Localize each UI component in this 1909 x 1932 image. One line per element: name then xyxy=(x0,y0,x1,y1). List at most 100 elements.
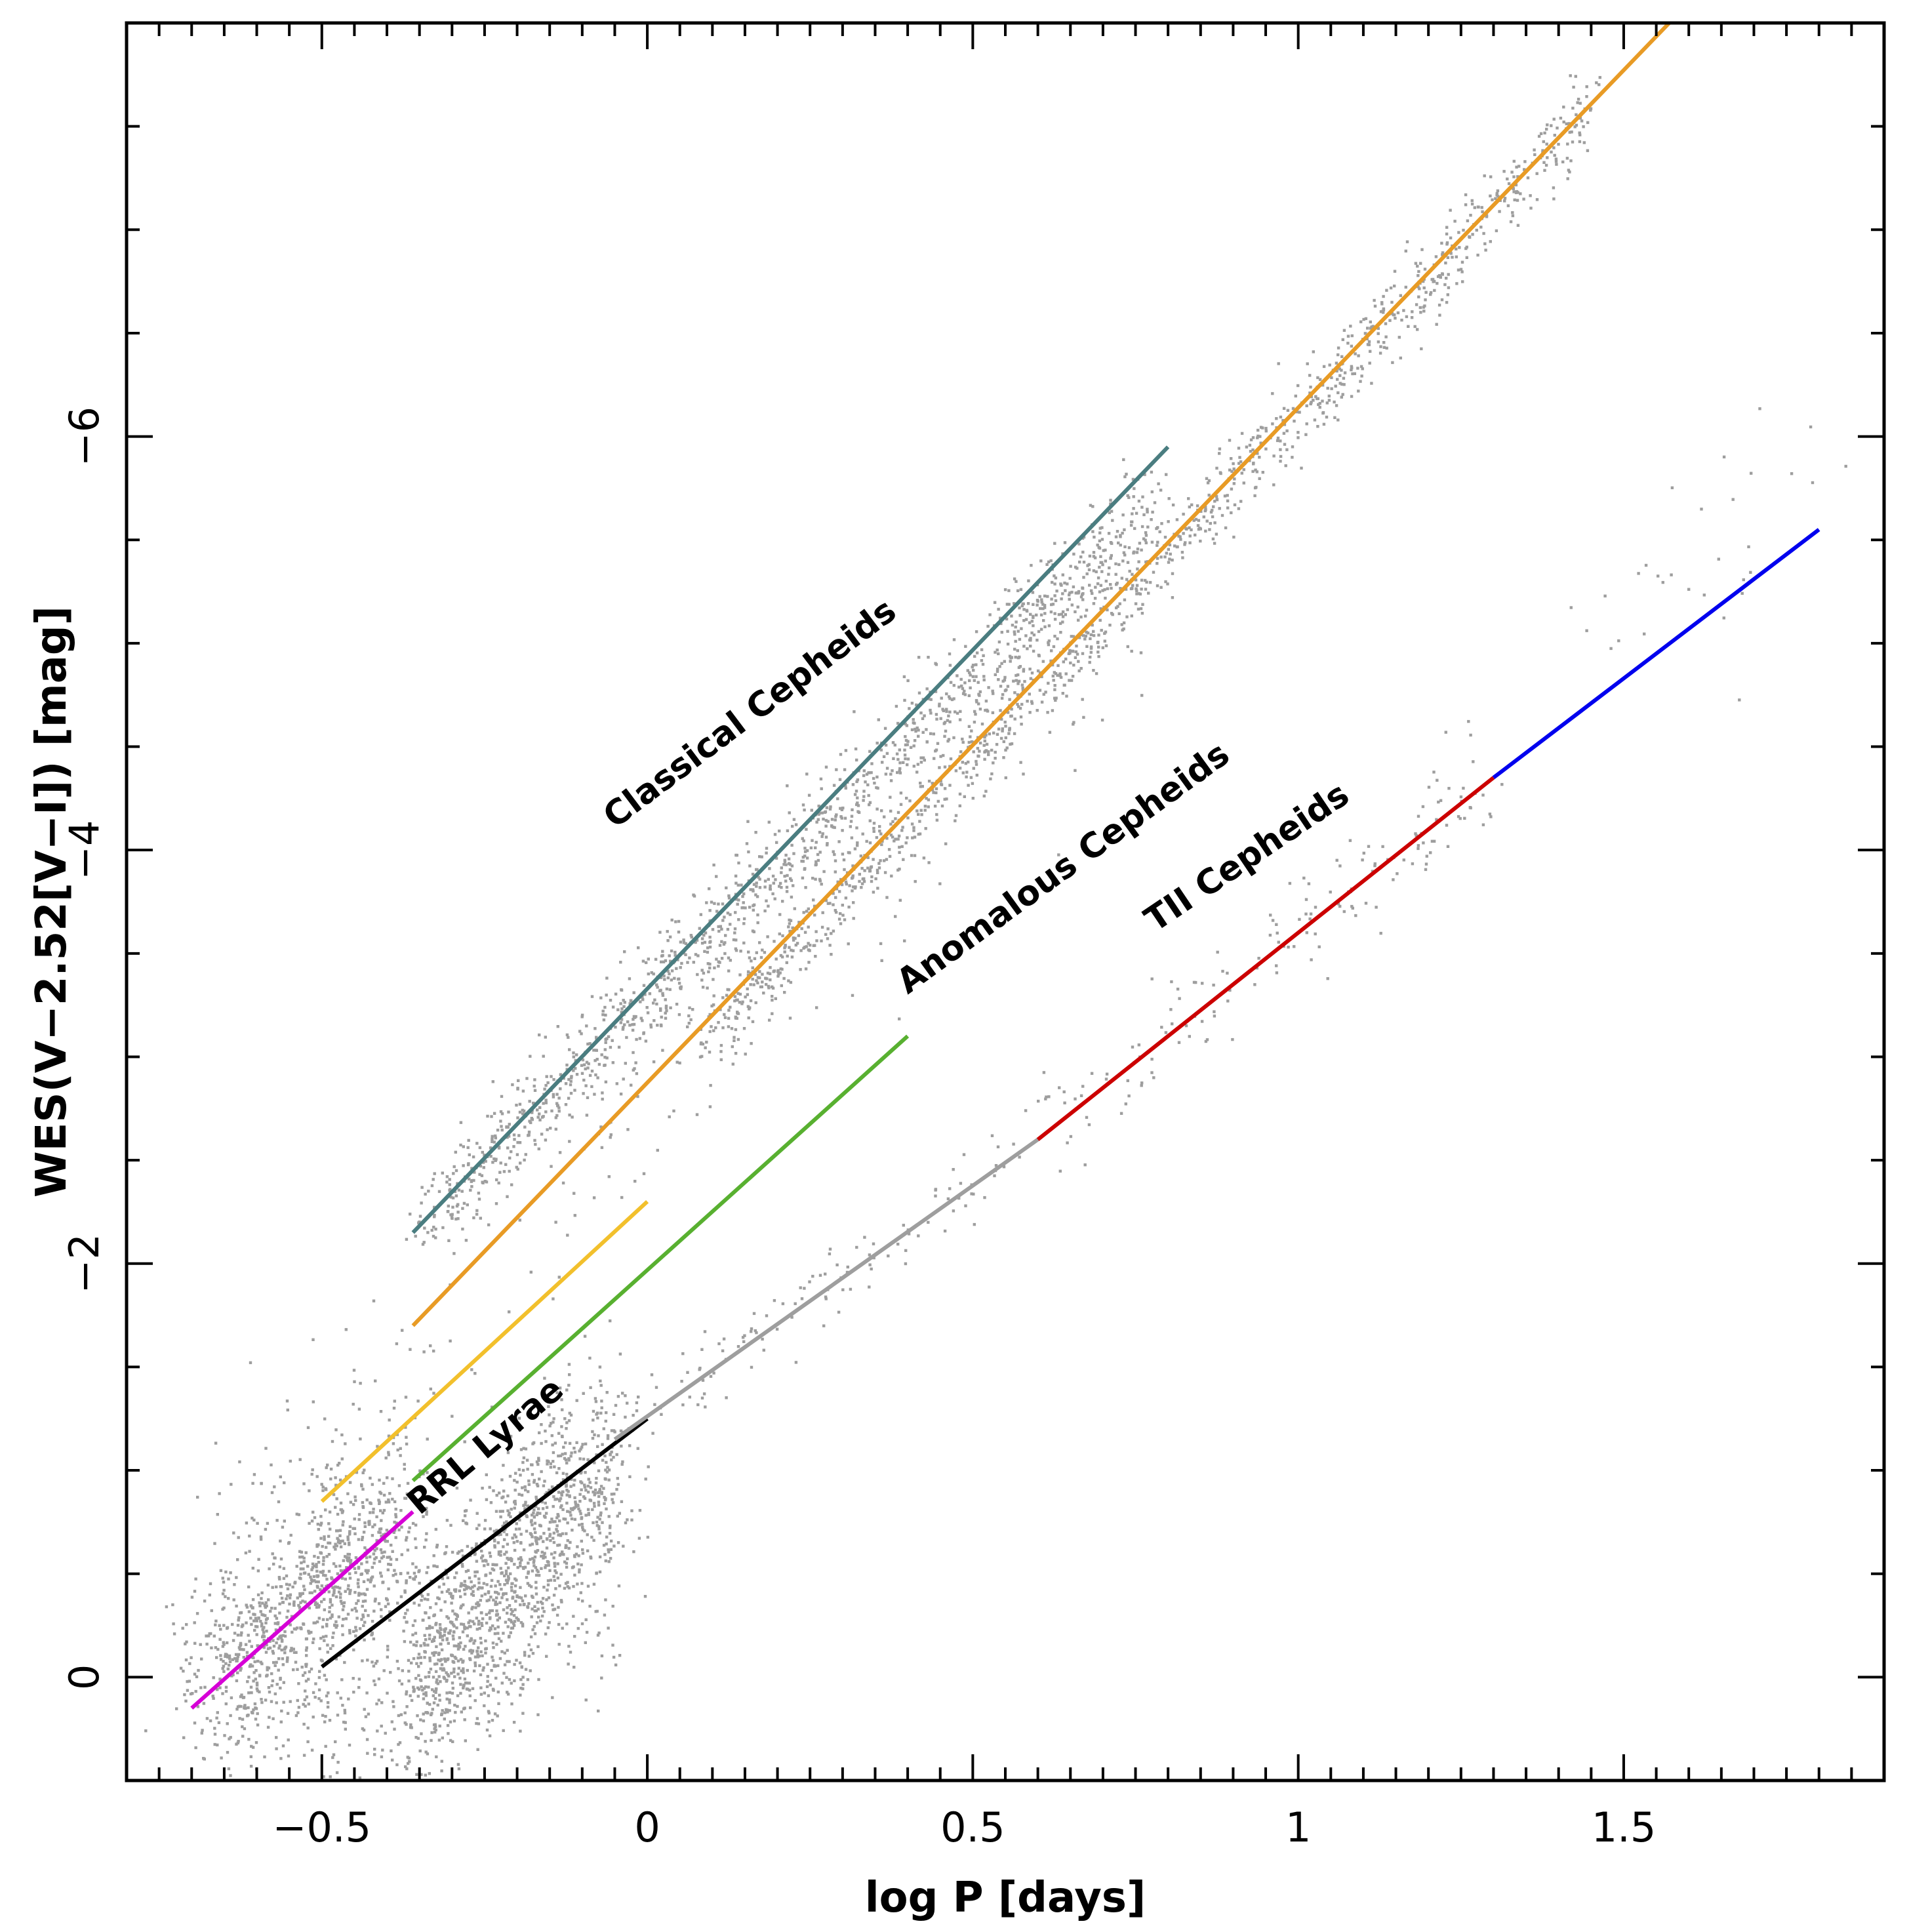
data-point xyxy=(394,1515,398,1519)
data-point xyxy=(812,944,815,948)
data-point xyxy=(562,1445,565,1449)
data-point xyxy=(534,1586,538,1590)
data-point xyxy=(387,1451,390,1454)
data-point xyxy=(503,1663,507,1666)
data-point xyxy=(1007,603,1011,606)
data-point xyxy=(517,1134,521,1137)
data-point xyxy=(708,1013,712,1016)
data-point xyxy=(500,1650,504,1653)
data-point xyxy=(264,1618,268,1621)
data-point xyxy=(885,837,889,840)
data-point xyxy=(529,1585,533,1588)
data-point xyxy=(296,1699,299,1702)
data-point xyxy=(422,1641,426,1645)
data-point xyxy=(374,1556,378,1560)
data-point xyxy=(459,1658,463,1661)
data-point xyxy=(1237,507,1241,510)
data-point xyxy=(453,1703,456,1707)
data-point xyxy=(572,1051,575,1055)
data-point xyxy=(1296,384,1300,388)
data-point xyxy=(1291,445,1295,449)
data-point xyxy=(259,1538,263,1541)
data-point xyxy=(948,664,952,667)
data-point xyxy=(485,1613,488,1616)
data-point xyxy=(1117,612,1121,615)
data-point xyxy=(568,1411,571,1415)
data-point xyxy=(363,1525,367,1528)
data-point xyxy=(579,1447,582,1451)
data-point xyxy=(896,757,900,761)
data-point xyxy=(361,1471,365,1474)
data-point xyxy=(365,1498,369,1502)
data-point xyxy=(573,1089,576,1092)
data-point xyxy=(428,1634,432,1637)
data-point xyxy=(536,1462,540,1466)
data-point xyxy=(372,1680,376,1683)
data-point xyxy=(447,1210,450,1213)
data-point xyxy=(836,797,839,801)
data-point xyxy=(792,949,795,952)
data-point xyxy=(870,865,874,868)
data-point xyxy=(935,818,939,822)
data-point xyxy=(474,1606,477,1609)
data-point xyxy=(352,1648,355,1652)
data-point xyxy=(256,1521,259,1525)
data-point xyxy=(1569,159,1573,163)
data-point xyxy=(318,1647,321,1651)
data-point xyxy=(412,1689,416,1693)
data-point xyxy=(1516,224,1520,227)
data-point xyxy=(1379,345,1382,348)
data-point xyxy=(348,1543,351,1546)
data-point xyxy=(449,1620,452,1624)
data-point xyxy=(609,1133,613,1137)
data-point xyxy=(436,1703,439,1707)
data-point xyxy=(263,1604,267,1607)
data-point xyxy=(405,1442,409,1446)
data-point xyxy=(1417,285,1420,289)
data-point xyxy=(1258,435,1262,438)
data-point xyxy=(820,835,824,838)
data-point xyxy=(420,1599,423,1602)
data-point xyxy=(365,1588,369,1591)
data-point xyxy=(449,1720,452,1723)
data-point xyxy=(788,918,791,922)
data-point xyxy=(605,1037,609,1041)
data-point xyxy=(506,1606,509,1609)
data-point xyxy=(818,879,822,883)
data-point xyxy=(193,1721,197,1725)
data-point xyxy=(286,1587,290,1590)
data-point xyxy=(560,1600,563,1603)
data-point xyxy=(617,1584,621,1588)
data-point xyxy=(537,1507,540,1510)
data-point xyxy=(334,1548,337,1551)
data-point xyxy=(441,1226,445,1230)
data-point xyxy=(1188,526,1191,529)
data-point xyxy=(296,1626,299,1630)
data-point xyxy=(1417,274,1420,277)
data-point xyxy=(680,961,683,965)
data-point xyxy=(1053,594,1056,597)
data-point xyxy=(1077,669,1081,673)
data-point xyxy=(1093,535,1096,539)
data-point xyxy=(782,862,786,866)
data-point xyxy=(549,1466,553,1469)
data-point xyxy=(262,1639,266,1642)
data-point xyxy=(217,1721,221,1724)
data-point xyxy=(467,1621,470,1624)
data-point xyxy=(545,1655,548,1658)
data-point xyxy=(495,1493,498,1497)
data-point xyxy=(241,1725,244,1729)
data-point xyxy=(439,1609,443,1612)
data-point xyxy=(1182,512,1185,516)
data-point xyxy=(297,1706,301,1709)
data-point xyxy=(1494,197,1497,200)
data-point xyxy=(409,1348,412,1351)
data-point xyxy=(492,1140,496,1144)
data-point xyxy=(791,926,794,930)
data-point xyxy=(480,1174,484,1177)
data-point xyxy=(553,1441,557,1445)
data-point xyxy=(429,1606,432,1609)
data-point xyxy=(666,930,669,933)
data-point xyxy=(562,1517,565,1521)
data-point xyxy=(295,1512,298,1516)
